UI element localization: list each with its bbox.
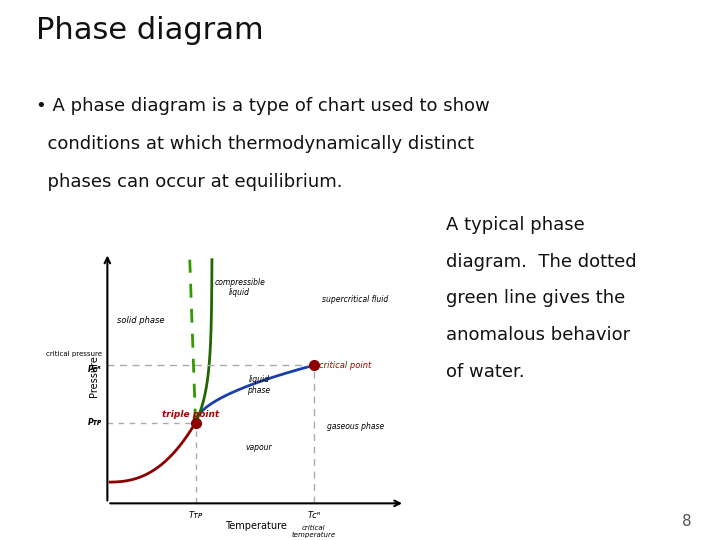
Text: compressible
liquid: compressible liquid xyxy=(214,278,265,297)
Text: Pᴛᴘ: Pᴛᴘ xyxy=(88,418,102,427)
Text: Phase diagram: Phase diagram xyxy=(36,16,264,45)
Text: Temperature: Temperature xyxy=(225,522,287,531)
Text: Tᴛᴘ: Tᴛᴘ xyxy=(189,511,203,520)
Text: liquid
phase: liquid phase xyxy=(248,375,271,395)
Text: green line gives the: green line gives the xyxy=(446,289,626,307)
Text: A typical phase: A typical phase xyxy=(446,216,585,234)
Text: Tᴄᴿ: Tᴄᴿ xyxy=(307,511,320,520)
Text: solid phase: solid phase xyxy=(117,316,164,325)
Text: critical pressure: critical pressure xyxy=(46,351,102,357)
Text: Pᴄᴿ: Pᴄᴿ xyxy=(88,365,102,374)
Text: diagram.  The dotted: diagram. The dotted xyxy=(446,253,637,271)
Text: supercritical fluid: supercritical fluid xyxy=(322,294,388,303)
Text: triple point: triple point xyxy=(163,410,220,420)
Text: gaseous phase: gaseous phase xyxy=(327,422,384,431)
Text: critical point: critical point xyxy=(320,361,372,370)
Text: anomalous behavior: anomalous behavior xyxy=(446,326,631,344)
Text: conditions at which thermodynamically distinct: conditions at which thermodynamically di… xyxy=(36,135,474,153)
Text: 8: 8 xyxy=(682,514,691,529)
Text: Pressure: Pressure xyxy=(89,355,99,397)
Text: of water.: of water. xyxy=(446,363,525,381)
Text: vapour: vapour xyxy=(246,443,272,452)
Text: critical
temperature: critical temperature xyxy=(292,524,336,538)
Text: phases can occur at equilibrium.: phases can occur at equilibrium. xyxy=(36,173,343,191)
Text: • A phase diagram is a type of chart used to show: • A phase diagram is a type of chart use… xyxy=(36,97,490,115)
